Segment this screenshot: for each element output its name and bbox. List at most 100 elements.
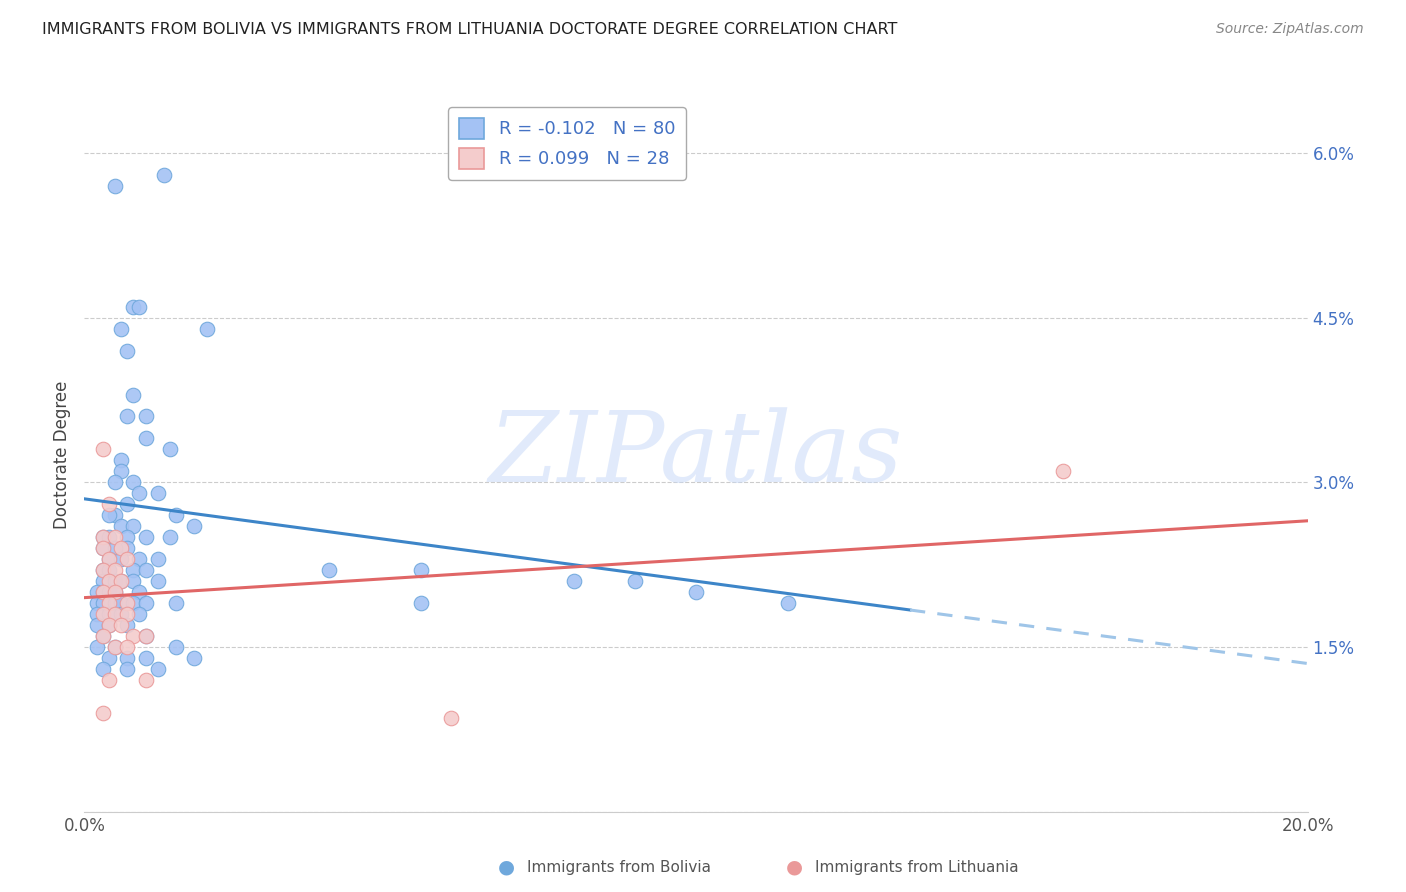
Point — [110, 618, 132, 632]
Point — [104, 596, 127, 610]
Point — [122, 629, 145, 643]
Point — [97, 552, 120, 566]
Text: Source: ZipAtlas.com: Source: ZipAtlas.com — [1216, 22, 1364, 37]
Point — [115, 607, 138, 621]
Point — [86, 596, 108, 610]
Point — [159, 442, 181, 457]
Point — [146, 662, 169, 676]
Text: ●: ● — [498, 857, 515, 877]
Point — [97, 596, 120, 610]
Point — [91, 662, 114, 676]
Point — [104, 585, 127, 599]
Point — [110, 321, 132, 335]
Point — [135, 596, 157, 610]
Point — [115, 552, 138, 566]
Point — [104, 508, 127, 523]
Point — [104, 585, 127, 599]
Point — [91, 541, 114, 556]
Point — [97, 607, 120, 621]
Point — [91, 629, 114, 643]
Point — [97, 508, 120, 523]
Point — [91, 607, 114, 621]
Point — [97, 552, 120, 566]
Point — [97, 530, 120, 544]
Point — [409, 596, 432, 610]
Point — [409, 563, 432, 577]
Point — [97, 585, 120, 599]
Point — [86, 640, 108, 654]
Point — [91, 541, 114, 556]
Point — [685, 585, 707, 599]
Point — [165, 640, 187, 654]
Point — [128, 552, 150, 566]
Point — [122, 519, 145, 533]
Point — [135, 629, 157, 643]
Point — [110, 574, 132, 589]
Point — [97, 651, 120, 665]
Point — [110, 574, 132, 589]
Point — [122, 574, 145, 589]
Point — [115, 618, 138, 632]
Point — [122, 387, 145, 401]
Point — [91, 574, 114, 589]
Point — [135, 651, 157, 665]
Y-axis label: Doctorate Degree: Doctorate Degree — [53, 381, 72, 529]
Text: ZIPatlas: ZIPatlas — [489, 408, 903, 502]
Point — [86, 585, 108, 599]
Point — [153, 168, 176, 182]
Point — [110, 596, 132, 610]
Point — [97, 673, 120, 687]
Point — [110, 607, 132, 621]
Point — [1052, 464, 1074, 478]
Point — [115, 662, 138, 676]
Text: Immigrants from Bolivia: Immigrants from Bolivia — [527, 860, 711, 874]
Point — [135, 673, 157, 687]
Point — [91, 442, 114, 457]
Point — [122, 563, 145, 577]
Point — [110, 541, 132, 556]
Text: ●: ● — [786, 857, 803, 877]
Text: IMMIGRANTS FROM BOLIVIA VS IMMIGRANTS FROM LITHUANIA DOCTORATE DEGREE CORRELATIO: IMMIGRANTS FROM BOLIVIA VS IMMIGRANTS FR… — [42, 22, 897, 37]
Point — [97, 618, 120, 632]
Point — [122, 475, 145, 490]
Point — [115, 596, 138, 610]
Point — [128, 607, 150, 621]
Point — [104, 530, 127, 544]
Point — [128, 486, 150, 500]
Point — [104, 607, 127, 621]
Point — [128, 585, 150, 599]
Point — [86, 618, 108, 632]
Point — [91, 563, 114, 577]
Point — [97, 618, 120, 632]
Point — [115, 497, 138, 511]
Point — [110, 519, 132, 533]
Point — [159, 530, 181, 544]
Point — [122, 300, 145, 314]
Point — [91, 585, 114, 599]
Point — [97, 563, 120, 577]
Point — [91, 629, 114, 643]
Point — [91, 563, 114, 577]
Point — [91, 530, 114, 544]
Point — [104, 475, 127, 490]
Point — [104, 574, 127, 589]
Point — [128, 300, 150, 314]
Point — [115, 409, 138, 424]
Point — [104, 563, 127, 577]
Point — [146, 574, 169, 589]
Point — [91, 596, 114, 610]
Point — [165, 596, 187, 610]
Point — [115, 651, 138, 665]
Point — [104, 640, 127, 654]
Text: Immigrants from Lithuania: Immigrants from Lithuania — [815, 860, 1019, 874]
Point — [115, 541, 138, 556]
Point — [135, 530, 157, 544]
Point — [146, 552, 169, 566]
Point — [183, 651, 205, 665]
Point — [562, 574, 585, 589]
Legend: R = -0.102   N = 80, R = 0.099   N = 28: R = -0.102 N = 80, R = 0.099 N = 28 — [449, 107, 686, 179]
Point — [135, 432, 157, 446]
Point — [97, 497, 120, 511]
Point — [115, 530, 138, 544]
Point — [91, 585, 114, 599]
